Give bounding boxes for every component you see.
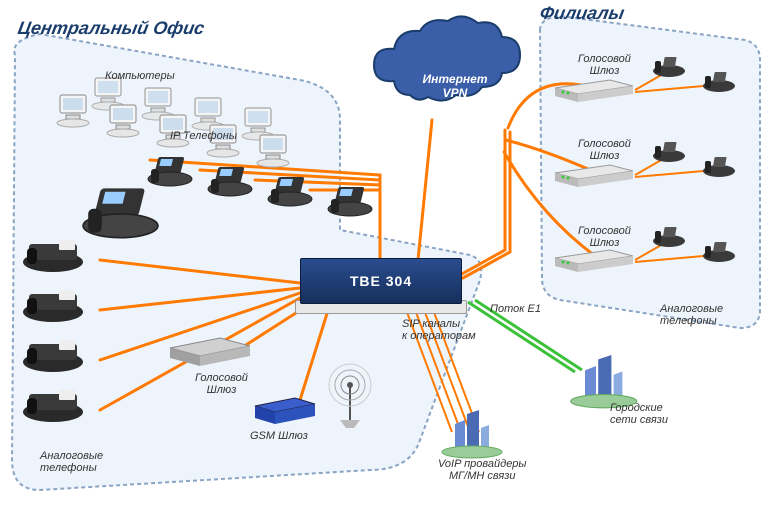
label-analog-phones: Аналоговые телефоны <box>40 450 103 474</box>
label-sip: SIP каналы к операторам <box>402 318 476 342</box>
label-pstn: Городские сети связи <box>610 402 668 426</box>
label-ip-phones: IP Телефоны <box>170 130 237 142</box>
cloud-line1: Интернет <box>420 72 490 86</box>
label-branch-gw1: Голосовой Шлюз <box>578 53 631 77</box>
voip-providers-icon <box>442 410 502 458</box>
label-computers: Компьютеры <box>105 70 175 82</box>
label-branch-gw2: Голосовой Шлюз <box>578 138 631 162</box>
label-branch-analog: Аналоговые телефоны <box>660 303 723 327</box>
cloud-label: Интернет VPN <box>420 72 490 101</box>
label-voice-gw: Голосовой Шлюз <box>195 372 248 396</box>
label-branch-gw3: Голосовой Шлюз <box>578 225 631 249</box>
zone-main-label: Центральный Офис <box>16 18 206 39</box>
label-gsm-gw: GSM Шлюз <box>250 430 308 442</box>
zone-branches-label: Филиалы <box>538 3 626 24</box>
cloud-line2: VPN <box>420 86 490 100</box>
pbx-label: TBE 304 <box>350 273 412 289</box>
pstn-icon <box>571 355 637 408</box>
label-e1: Поток E1 <box>490 303 541 315</box>
label-voip-prov: VoIP провайдеры МГ/МН связи <box>438 458 527 482</box>
pbx-device: TBE 304 <box>300 258 462 304</box>
